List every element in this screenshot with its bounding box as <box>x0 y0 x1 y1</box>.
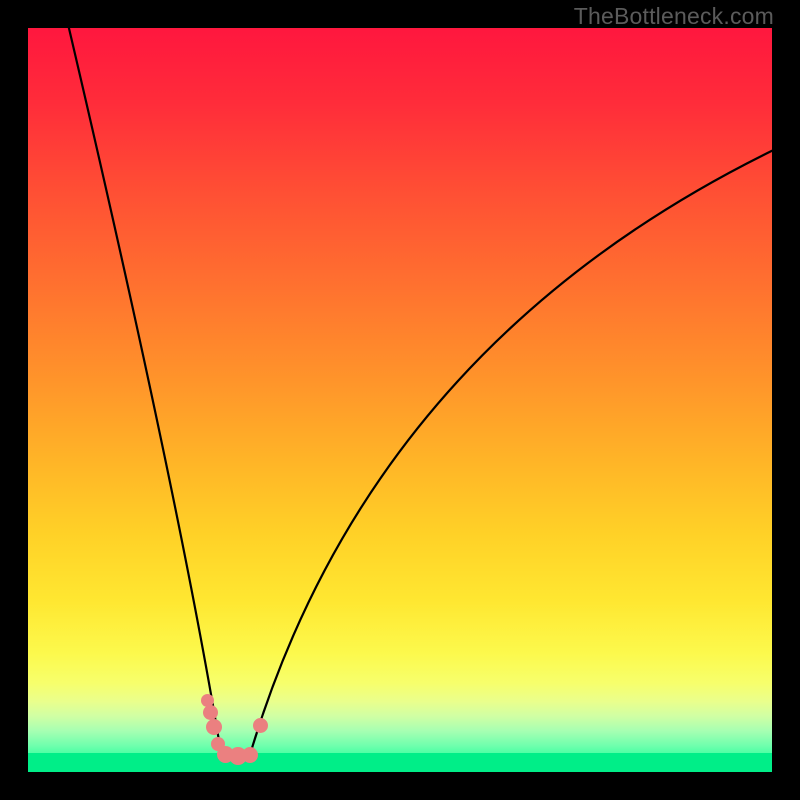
data-marker <box>203 705 218 720</box>
curve-path <box>69 28 222 756</box>
green-band <box>28 753 772 772</box>
curve-path <box>250 151 772 756</box>
plot-area <box>28 28 772 772</box>
curve-layer <box>28 28 772 772</box>
watermark-text: TheBottleneck.com <box>574 3 774 30</box>
data-marker <box>242 747 258 763</box>
outer-frame: TheBottleneck.com <box>0 0 800 800</box>
